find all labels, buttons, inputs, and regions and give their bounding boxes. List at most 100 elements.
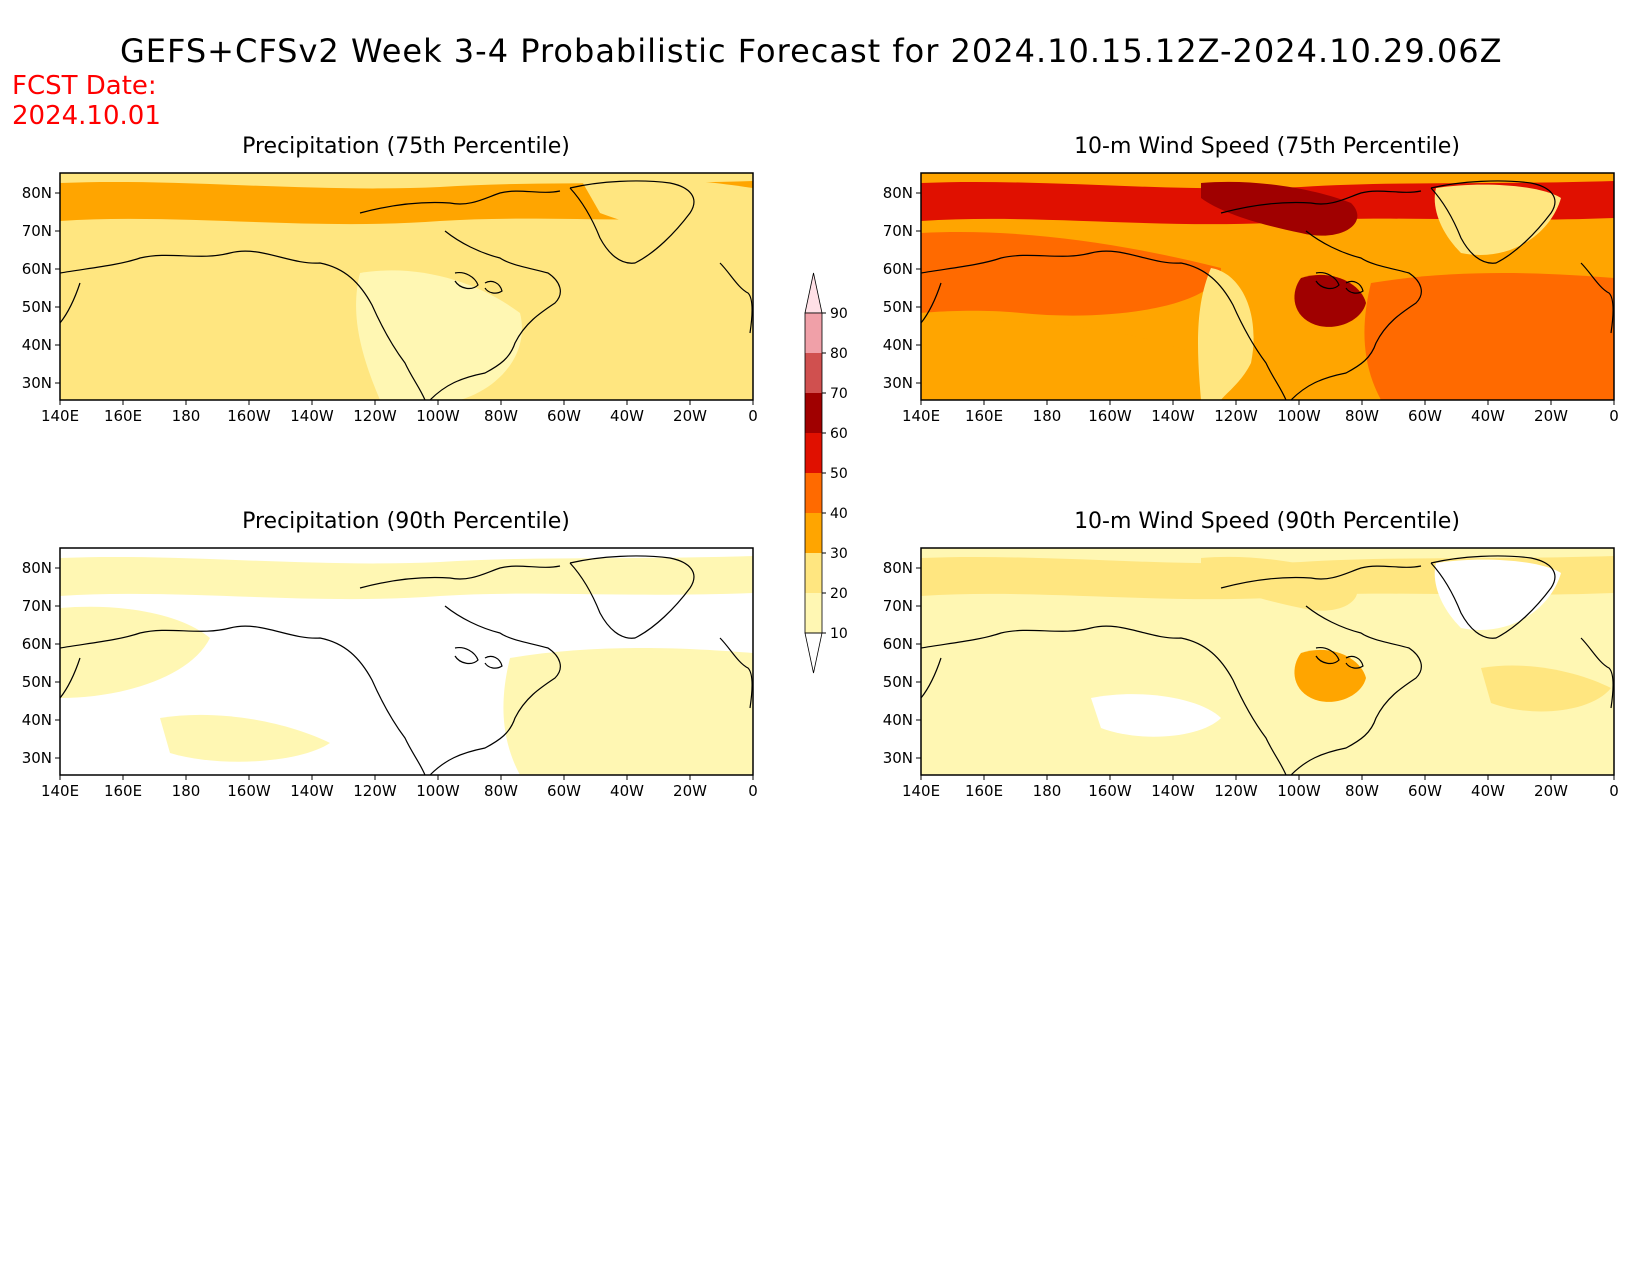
lon-tick-label: 180 bbox=[172, 782, 201, 800]
map-frame bbox=[59, 547, 754, 776]
coastline bbox=[921, 250, 1287, 400]
lat-tick-label: 40N bbox=[883, 711, 913, 729]
colorbar-bottom-arrow bbox=[804, 632, 823, 674]
lon-tick-label: 160E bbox=[104, 782, 142, 800]
coastline bbox=[60, 282, 81, 324]
coastline bbox=[1220, 565, 1422, 589]
field-zone-greenland-sea bbox=[580, 177, 753, 237]
lon-tick-label: 180 bbox=[1033, 782, 1062, 800]
coastline bbox=[60, 250, 426, 400]
lat-tick-label: 80N bbox=[883, 559, 913, 577]
coastline bbox=[921, 657, 942, 699]
lon-tick-label: 80W bbox=[1345, 407, 1379, 425]
map-field-layer bbox=[921, 548, 1614, 775]
lon-tick-label: 40W bbox=[610, 407, 644, 425]
colorbar-segment bbox=[805, 593, 822, 633]
lon-tick-label: 140E bbox=[41, 782, 79, 800]
field-zone-arctic-ocean-band bbox=[60, 556, 753, 600]
map-frame bbox=[59, 172, 754, 401]
map-frame bbox=[920, 547, 1615, 776]
coastline bbox=[60, 625, 426, 775]
lon-tick-label: 140W bbox=[1151, 782, 1195, 800]
lon-tick-label: 100W bbox=[1277, 782, 1321, 800]
lon-tick-label: 100W bbox=[416, 782, 460, 800]
lat-tick-label: 50N bbox=[22, 673, 52, 691]
colorbar: 90 80 70 60 50 40 30 20 10 bbox=[804, 272, 848, 674]
fcst-date-value: 2024.10.01 bbox=[12, 101, 161, 131]
colorbar-tick-label: 20 bbox=[830, 586, 848, 602]
colorbar-tick-label: 80 bbox=[830, 346, 848, 362]
fcst-date-label: FCST Date: bbox=[12, 71, 157, 101]
coastline bbox=[484, 655, 503, 669]
lon-tick-label: 20W bbox=[673, 782, 707, 800]
colorbar-segment bbox=[805, 393, 822, 433]
lon-tick-label: 180 bbox=[172, 407, 201, 425]
colorbar-tick-label: 90 bbox=[830, 306, 848, 322]
coastline bbox=[1220, 190, 1422, 214]
colorbar-segment bbox=[805, 433, 822, 473]
lat-tick-label: 80N bbox=[22, 559, 52, 577]
colorbar-tick-label: 10 bbox=[830, 626, 848, 642]
lon-tick-label: 160E bbox=[104, 407, 142, 425]
lat-tick-label: 30N bbox=[883, 749, 913, 767]
lon-tick-label: 160E bbox=[965, 407, 1003, 425]
lon-tick-label: 20W bbox=[673, 407, 707, 425]
lat-tick-label: 30N bbox=[22, 749, 52, 767]
coastline bbox=[1430, 555, 1556, 639]
lon-tick-label: 20W bbox=[1534, 407, 1568, 425]
lat-tick-label: 60N bbox=[22, 260, 52, 278]
coastline bbox=[1430, 180, 1556, 264]
coastline bbox=[569, 555, 695, 639]
panel-wind-75: 10-m Wind Speed (75th Percentile) 140E 16… bbox=[883, 134, 1619, 425]
colorbar-top-arrow bbox=[804, 272, 823, 314]
colorbar-segment bbox=[805, 513, 822, 553]
lat-tick-label: 40N bbox=[22, 336, 52, 354]
lat-tick-label: 60N bbox=[883, 635, 913, 653]
lon-tick-label: 20W bbox=[1534, 782, 1568, 800]
lon-tick-label: 120W bbox=[353, 407, 397, 425]
lat-tick-label: 70N bbox=[22, 222, 52, 240]
lon-tick-label: 100W bbox=[416, 407, 460, 425]
colorbar-segment bbox=[805, 473, 822, 513]
coastline bbox=[569, 180, 695, 264]
lon-tick-label: 80W bbox=[484, 782, 518, 800]
lon-tick-label: 160W bbox=[1088, 407, 1132, 425]
panel-title: 10-m Wind Speed (90th Percentile) bbox=[1074, 509, 1460, 534]
coastline bbox=[359, 190, 561, 214]
lat-tick-label: 40N bbox=[883, 336, 913, 354]
lat-tick-label: 30N bbox=[22, 374, 52, 392]
lon-tick-label: 140W bbox=[1151, 407, 1195, 425]
lat-tick-label: 50N bbox=[883, 298, 913, 316]
lon-tick-label: 40W bbox=[1471, 782, 1505, 800]
field-zone-mid-pacific-patches bbox=[1091, 694, 1221, 737]
lon-tick-label: 40W bbox=[1471, 407, 1505, 425]
lon-tick-label: 140E bbox=[41, 407, 79, 425]
field-zone-central-pacific-patches bbox=[160, 714, 330, 762]
field-zone-canadian-archipelago bbox=[1201, 556, 1358, 611]
field-zone-north-atlantic bbox=[503, 648, 753, 775]
field-zone-great-lakes bbox=[1294, 649, 1366, 702]
lat-tick-label: 70N bbox=[883, 222, 913, 240]
field-zone-north-atlantic bbox=[1364, 273, 1614, 400]
coastline bbox=[921, 282, 942, 324]
lon-tick-label: 160W bbox=[227, 407, 271, 425]
field-zone-north-america-west bbox=[1198, 268, 1254, 400]
map-frame bbox=[920, 172, 1615, 401]
colorbar-segment bbox=[805, 553, 822, 593]
field-zone-atlantic-patches bbox=[1481, 665, 1611, 712]
lon-tick-label: 60W bbox=[1408, 782, 1442, 800]
coastline bbox=[1290, 605, 1422, 775]
lon-tick-label: 0 bbox=[748, 407, 758, 425]
coastline bbox=[1315, 272, 1340, 290]
lon-tick-label: 140E bbox=[902, 407, 940, 425]
lon-tick-label: 0 bbox=[1609, 782, 1619, 800]
colorbar-tick-label: 50 bbox=[830, 466, 848, 482]
lon-tick-label: 120W bbox=[1214, 782, 1258, 800]
lat-tick-label: 60N bbox=[883, 260, 913, 278]
field-zone-great-lakes bbox=[1294, 274, 1366, 327]
coastline bbox=[454, 647, 479, 665]
lat-tick-label: 80N bbox=[22, 184, 52, 202]
coastline bbox=[1580, 637, 1614, 709]
field-zone-arctic-ocean-band bbox=[60, 181, 753, 225]
